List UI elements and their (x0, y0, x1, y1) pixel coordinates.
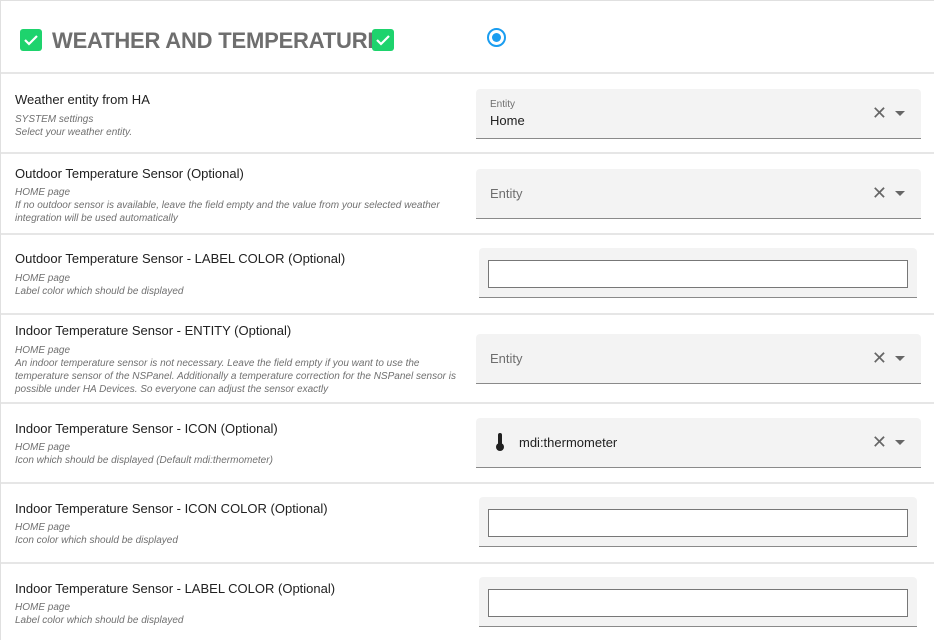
field-value: Home (490, 113, 525, 128)
thermometer-icon (495, 432, 505, 457)
setting-description: HOME page Label color which should be dis… (15, 602, 184, 626)
section-header: WEATHER AND TEMPERATURE (1, 1, 934, 74)
setting-description: HOME page Icon color which should be disp… (15, 522, 178, 546)
setting-row-indoor-icon-color: Indoor Temperature Sensor - ICON COLOR (… (1, 484, 934, 564)
indoor-icon-picker[interactable]: mdi:thermometer ✕ (476, 418, 921, 468)
outdoor-label-color-field[interactable] (479, 248, 917, 298)
setting-description: HOME page Icon which should be displayed … (15, 442, 273, 466)
field-label: Entity (490, 99, 516, 110)
setting-description: HOME page Label color which should be dis… (15, 273, 184, 297)
setting-description: HOME page If no outdoor sensor is availab… (15, 187, 440, 224)
section-radio[interactable] (487, 28, 506, 47)
dropdown-arrow-icon[interactable] (895, 440, 905, 445)
setting-row-weather-entity: Weather entity from HA SYSTEM settings Se… (1, 74, 934, 154)
setting-label: Outdoor Temperature Sensor (Optional) (15, 166, 244, 181)
color-input[interactable] (488, 589, 908, 617)
setting-label: Indoor Temperature Sensor - ICON COLOR (… (15, 501, 328, 516)
setting-row-outdoor-sensor: Outdoor Temperature Sensor (Optional) HO… (1, 154, 934, 235)
clear-icon[interactable]: ✕ (871, 432, 887, 452)
setting-label: Indoor Temperature Sensor - LABEL COLOR … (15, 581, 336, 596)
setting-description: SYSTEM settings Select your weather entit… (15, 114, 133, 138)
section-title: WEATHER AND TEMPERATURE (52, 28, 382, 53)
setting-label: Indoor Temperature Sensor - ENTITY (Opti… (15, 323, 292, 338)
indoor-label-color-field[interactable] (479, 577, 917, 627)
weather-entity-combobox[interactable]: Entity Home ✕ (476, 89, 921, 139)
color-input[interactable] (488, 260, 908, 288)
field-placeholder: Entity (490, 351, 523, 366)
setting-description: HOME page An indoor temperature sensor is… (15, 345, 456, 395)
clear-icon[interactable]: ✕ (871, 348, 887, 368)
clear-icon[interactable]: ✕ (871, 183, 887, 203)
setting-row-indoor-icon: Indoor Temperature Sensor - ICON (Option… (1, 404, 934, 484)
setting-row-indoor-entity: Indoor Temperature Sensor - ENTITY (Opti… (1, 315, 934, 404)
dropdown-arrow-icon[interactable] (895, 111, 905, 116)
setting-label: Weather entity from HA (15, 92, 150, 107)
outdoor-sensor-combobox[interactable]: Entity ✕ (476, 169, 921, 219)
checkbox-icon (20, 29, 42, 51)
field-value: mdi:thermometer (519, 435, 618, 450)
indoor-icon-color-field[interactable] (479, 497, 917, 547)
indoor-sensor-combobox[interactable]: Entity ✕ (476, 334, 921, 384)
clear-icon[interactable]: ✕ (871, 103, 887, 123)
checkbox-icon (372, 29, 394, 51)
color-input[interactable] (488, 509, 908, 537)
setting-row-indoor-label-color: Indoor Temperature Sensor - LABEL COLOR … (1, 564, 934, 644)
setting-label: Indoor Temperature Sensor - ICON (Option… (15, 421, 278, 436)
setting-label: Outdoor Temperature Sensor - LABEL COLOR… (15, 251, 346, 266)
dropdown-arrow-icon[interactable] (895, 191, 905, 196)
field-placeholder: Entity (490, 186, 523, 201)
dropdown-arrow-icon[interactable] (895, 356, 905, 361)
setting-row-outdoor-label-color: Outdoor Temperature Sensor - LABEL COLOR… (1, 235, 934, 315)
